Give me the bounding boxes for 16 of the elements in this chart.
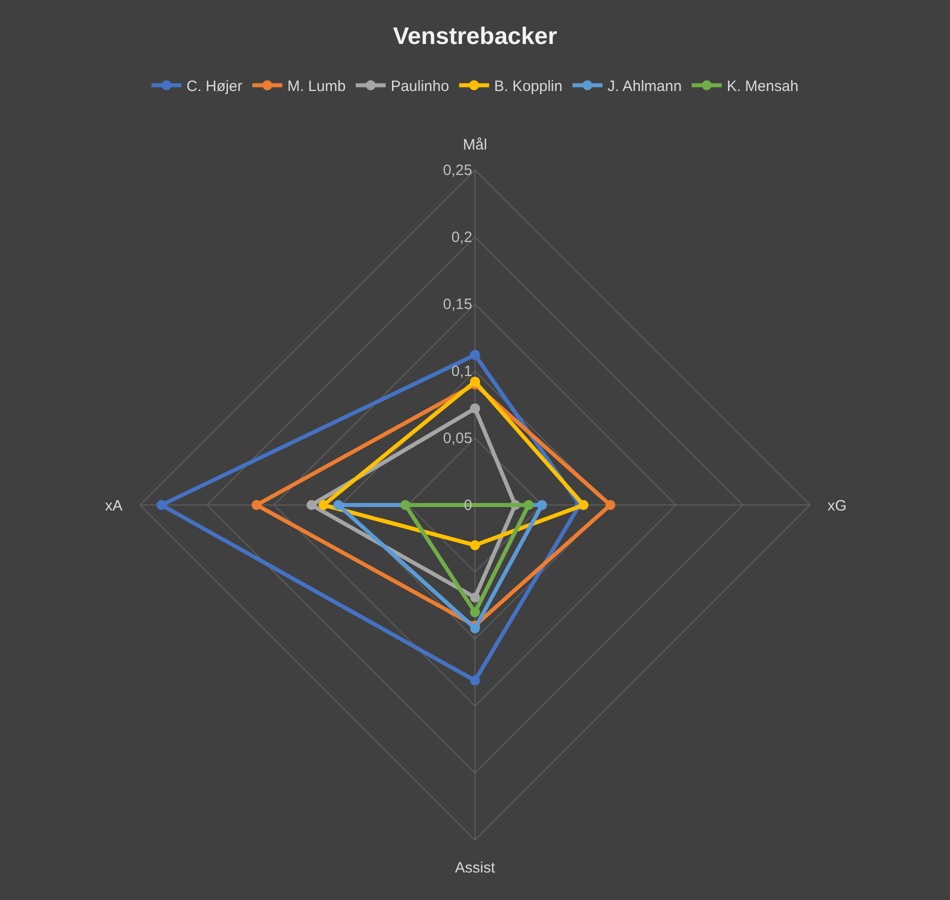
legend-label: M. Lumb (287, 78, 346, 96)
y-tick-label: 0,2 (451, 228, 472, 246)
legend-label: K. Mensah (726, 78, 798, 96)
legend-label: B. Kopplin (494, 78, 562, 96)
legend-label: J. Ahlmann (607, 78, 682, 96)
spoke-label: xA (104, 497, 122, 514)
y-tick-label: 0,1 (451, 362, 472, 380)
legend-label: Paulinho (390, 78, 450, 96)
spoke-label: Assist (454, 860, 496, 876)
chart-title: Venstrebacker (392, 22, 558, 50)
spoke-label: Mål (462, 136, 488, 154)
spoke-label: xG (828, 497, 847, 514)
y-tick-label: 0,05 (443, 430, 472, 447)
y-tick-label: 0,25 (443, 162, 472, 179)
legend-label: C. Højer (186, 78, 242, 96)
y-tick-label: 0,15 (443, 296, 472, 313)
